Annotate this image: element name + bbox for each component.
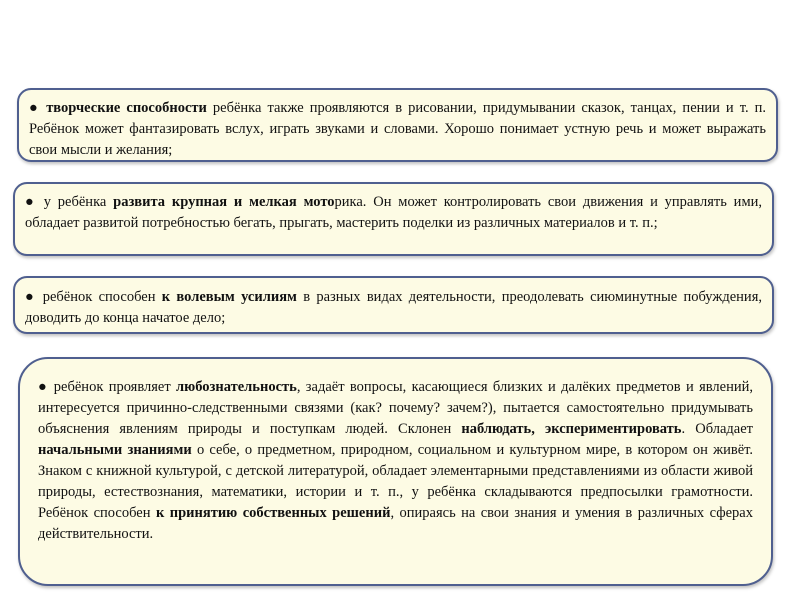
bold-text: наблюдать, экспериментировать <box>461 421 682 437</box>
text-block: ● у ребёнка развита крупная и мелкая мот… <box>13 182 774 256</box>
text-run: , задаёт вопросы, касающиеся близких и д… <box>38 379 753 437</box>
bold-text: любознательность <box>176 379 297 395</box>
text-run: в разных видах деятельности, преодолеват… <box>25 289 762 326</box>
bold-text: к волевым усилиям <box>161 289 297 305</box>
text-run: ● у ребёнка <box>25 194 114 210</box>
text-run: . Обладает <box>681 421 753 437</box>
text-run: рика. Он может контролировать свои движе… <box>25 194 762 231</box>
text-block: ● творческие способности ребёнка также п… <box>17 88 778 162</box>
text-block: ● ребёнок способен к волевым усилиям в р… <box>13 276 774 334</box>
text-run: ● <box>29 100 47 116</box>
text-run: ребёнка также проявляются в рисовании, п… <box>29 100 767 158</box>
text-block: ● ребёнок проявляет любознательность, за… <box>18 357 773 586</box>
bold-text: начальными знаниями <box>38 442 192 458</box>
text-run: ● ребёнок проявляет <box>38 379 177 395</box>
text-run: , опираясь на свои знания и умения в раз… <box>38 505 753 542</box>
bold-text: развита крупная и мелкая мото <box>113 194 335 210</box>
bold-text: к принятию собственных решений <box>155 505 391 521</box>
text-run: о себе, о предметном, природном, социаль… <box>38 442 753 521</box>
text-run: ● ребёнок способен <box>25 289 162 305</box>
bold-text: творческие способности <box>46 100 207 116</box>
